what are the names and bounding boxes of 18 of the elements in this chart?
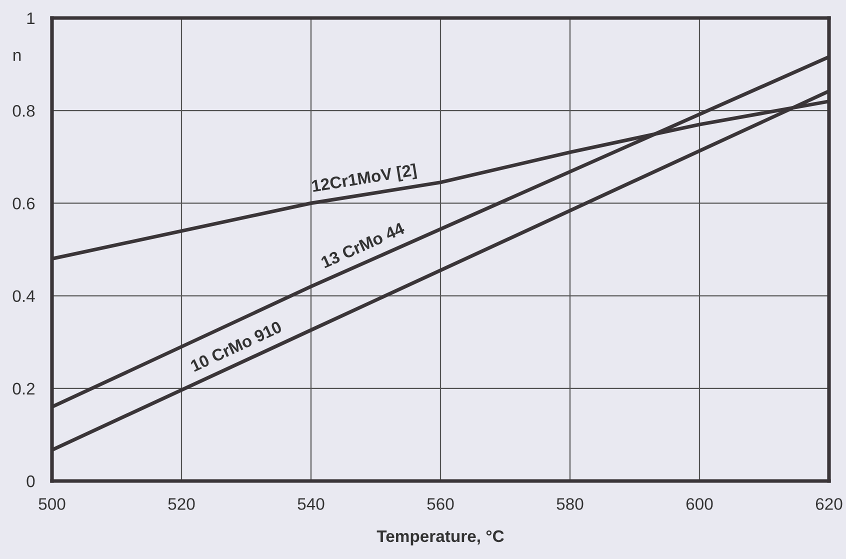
y-axis-title: n — [14, 52, 21, 61]
x-tick-label: 600 — [686, 498, 713, 510]
x-axis-title: Temperature, °C — [376, 530, 504, 546]
x-tick-label: 560 — [427, 498, 454, 510]
y-tick-label: 0.6 — [12, 198, 35, 210]
y-tick-label: 0 — [26, 475, 35, 488]
annotation: 13 CrMo 44 — [320, 222, 406, 268]
y-tick-label: 0.2 — [12, 382, 34, 395]
y-tick-label: 1 — [27, 12, 35, 24]
annotation: 12Cr1MoV [2] — [311, 163, 418, 196]
x-tick-label: 500 — [38, 498, 66, 510]
y-tick-label: 0.4 — [12, 290, 35, 302]
x-tick-label: 580 — [556, 498, 584, 510]
x-tick-label: 520 — [168, 498, 195, 510]
annotation: 10 CrMo 910 — [190, 320, 282, 372]
y-tick-label: 0.8 — [12, 105, 35, 117]
x-tick-label: 540 — [298, 498, 324, 510]
x-tick-label: 620 — [816, 498, 842, 510]
